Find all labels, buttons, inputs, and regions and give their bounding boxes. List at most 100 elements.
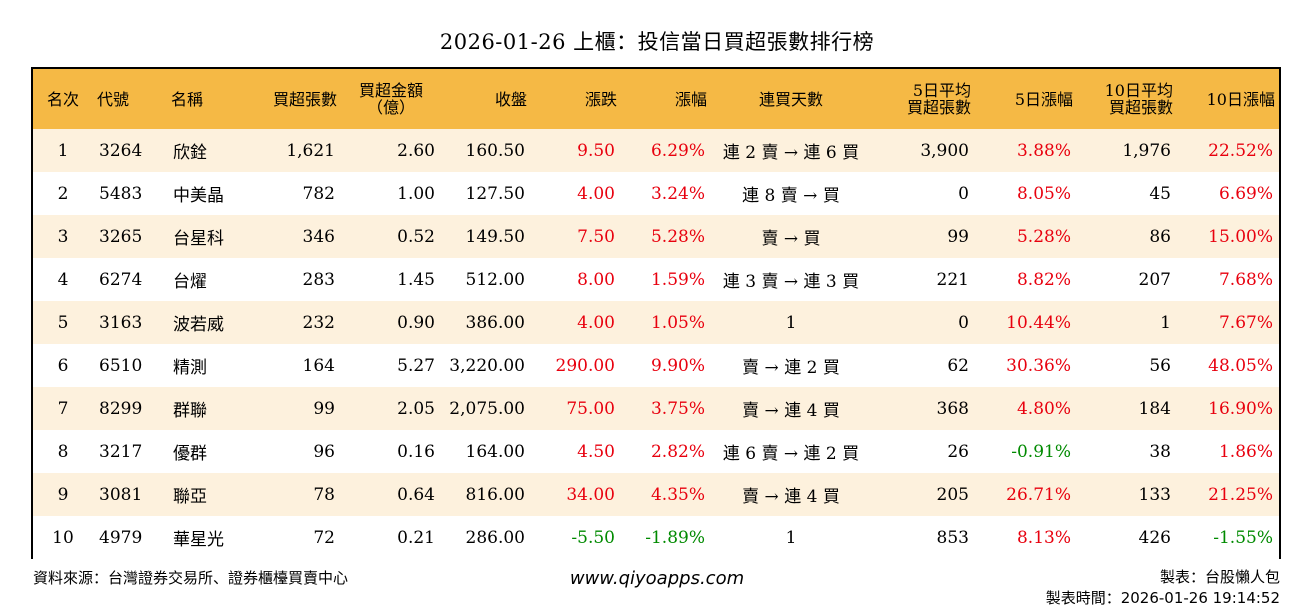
cell-pct: 5.28% <box>650 226 705 247</box>
page-title: 2026-01-26 上櫃：投信當日買超張數排行榜 <box>439 30 875 54</box>
cell-streak: 賣 → 買 <box>761 229 821 249</box>
cell-close: 3,220.00 <box>449 355 525 376</box>
cell-pct: 6.29% <box>650 140 705 161</box>
cell-avg5: 62 <box>947 355 969 376</box>
cell-net-buy-amount: 0.64 <box>397 484 435 505</box>
table-body: 1 3264 欣銓 1,621 2.60 160.50 9.50 6.29% 連 2 賣 → 連… <box>33 129 1279 559</box>
header-code: 代號 <box>97 89 130 109</box>
cell-avg5: 99 <box>947 226 969 247</box>
cell-net-buy-lots: 96 <box>313 441 335 462</box>
cell-pct: 9.90% <box>650 355 705 376</box>
cell-pct5: 10.44% <box>1006 312 1071 333</box>
cell-avg5: 368 <box>936 398 969 419</box>
cell-name: 台星科 <box>173 229 224 249</box>
header-avg10-line2: 買超張數 <box>1108 98 1173 117</box>
cell-pct5: 5.28% <box>1016 226 1071 247</box>
cell-net-buy-amount: 0.90 <box>397 312 435 333</box>
cell-avg10: 45 <box>1149 183 1171 204</box>
cell-net-buy-amount: 0.16 <box>397 441 435 462</box>
cell-avg10: 56 <box>1149 355 1171 376</box>
cell-pct10: 22.52% <box>1208 140 1273 161</box>
cell-avg5: 221 <box>936 269 969 290</box>
header-net-buy-amount: 買超金額 （億） <box>341 69 441 129</box>
cell-pct: 1.05% <box>650 312 705 333</box>
header-avg10: 10日平均 買超張數 <box>1077 69 1177 129</box>
cell-pct10: 7.67% <box>1218 312 1273 333</box>
ranking-table: 名次 代號 名稱 買超張數 買超金額 （億） 收盤 漲跌 漲幅 連買天數 5日平… <box>31 67 1281 559</box>
header-change: 漲跌 <box>584 89 617 109</box>
cell-close: 127.50 <box>465 183 525 204</box>
cell-name: 優群 <box>173 444 207 464</box>
cell-avg5: 853 <box>936 527 969 548</box>
cell-avg10: 207 <box>1138 269 1171 290</box>
cell-avg5: 3,900 <box>920 140 969 161</box>
header-pct: 漲幅 <box>674 89 707 109</box>
footer-credits: 製表：台股懶人包 製表時間：2026-01-26 19:14:52 <box>1046 567 1280 609</box>
cell-close: 386.00 <box>465 312 525 333</box>
cell-change: 7.50 <box>577 226 615 247</box>
cell-change: 9.50 <box>577 140 615 161</box>
cell-avg5: 205 <box>936 484 969 505</box>
header-avg10-line1: 10日平均 <box>1104 81 1173 100</box>
cell-avg10: 184 <box>1138 398 1171 419</box>
header-avg5-line2: 買超張數 <box>906 98 971 117</box>
cell-rank: 10 <box>52 527 74 548</box>
header-pct10: 10日漲幅 <box>1206 89 1275 109</box>
cell-net-buy-lots: 78 <box>313 484 335 505</box>
cell-pct5: 8.05% <box>1016 183 1071 204</box>
cell-avg10: 1,976 <box>1122 140 1171 161</box>
cell-streak: 連 8 賣 → 買 <box>742 186 840 206</box>
cell-net-buy-lots: 99 <box>313 398 335 419</box>
cell-code: 3265 <box>99 226 143 247</box>
cell-net-buy-amount: 5.27 <box>397 355 435 376</box>
cell-pct5: 26.71% <box>1006 484 1071 505</box>
cell-net-buy-amount: 0.52 <box>397 226 435 247</box>
cell-pct5: 3.88% <box>1016 140 1071 161</box>
cell-avg5: 0 <box>958 312 969 333</box>
cell-streak: 連 3 賣 → 連 3 買 <box>722 272 860 292</box>
cell-name: 波若威 <box>173 315 224 335</box>
cell-pct: -1.89% <box>645 527 705 548</box>
cell-net-buy-lots: 72 <box>313 527 335 548</box>
cell-rank: 8 <box>57 441 69 462</box>
table-row: 4 6274 台燿 283 1.45 512.00 8.00 1.59% 連 3 賣 → 連 3… <box>33 258 1279 301</box>
cell-code: 6510 <box>99 355 143 376</box>
cell-change: 8.00 <box>577 269 615 290</box>
cell-avg10: 133 <box>1138 484 1171 505</box>
cell-streak: 賣 → 連 4 買 <box>742 487 840 507</box>
header-net-buy-amount-line1: 買超金額 <box>358 81 423 100</box>
cell-change: -5.50 <box>571 527 615 548</box>
cell-pct: 2.82% <box>650 441 705 462</box>
cell-pct5: 30.36% <box>1006 355 1071 376</box>
cell-code: 6274 <box>99 269 143 290</box>
website-link[interactable]: www.qiyoapps.com <box>569 568 745 589</box>
cell-rank: 4 <box>57 269 69 290</box>
cell-avg10: 38 <box>1149 441 1171 462</box>
cell-code: 3081 <box>99 484 143 505</box>
cell-avg10: 1 <box>1160 312 1171 333</box>
cell-pct10: 48.05% <box>1208 355 1273 376</box>
table-row: 5 3163 波若威 232 0.90 386.00 4.00 1.05% 1 0 10.44% 1 7… <box>33 301 1279 344</box>
cell-net-buy-amount: 2.60 <box>397 140 435 161</box>
cell-pct10: 7.68% <box>1218 269 1273 290</box>
cell-rank: 3 <box>57 226 69 247</box>
cell-close: 149.50 <box>465 226 525 247</box>
table-row: 2 5483 中美晶 782 1.00 127.50 4.00 3.24% 連 8 賣 → 買 0… <box>33 172 1279 215</box>
header-net-buy-amount-line2: （億） <box>366 98 415 117</box>
header-avg5: 5日平均 買超張數 <box>871 69 975 129</box>
cell-name: 華星光 <box>173 530 224 550</box>
cell-change: 4.00 <box>577 183 615 204</box>
cell-change: 290.00 <box>555 355 615 376</box>
cell-code: 5483 <box>99 183 143 204</box>
cell-close: 512.00 <box>465 269 525 290</box>
cell-streak: 1 <box>785 312 797 333</box>
cell-code: 4979 <box>99 527 143 548</box>
cell-pct10: 16.90% <box>1208 398 1273 419</box>
cell-pct10: -1.55% <box>1213 527 1273 548</box>
cell-name: 中美晶 <box>173 186 224 206</box>
cell-code: 3217 <box>99 441 143 462</box>
cell-streak: 賣 → 連 4 買 <box>742 401 840 421</box>
cell-code: 3163 <box>99 312 143 333</box>
cell-close: 286.00 <box>465 527 525 548</box>
cell-name: 聯亞 <box>173 487 207 507</box>
